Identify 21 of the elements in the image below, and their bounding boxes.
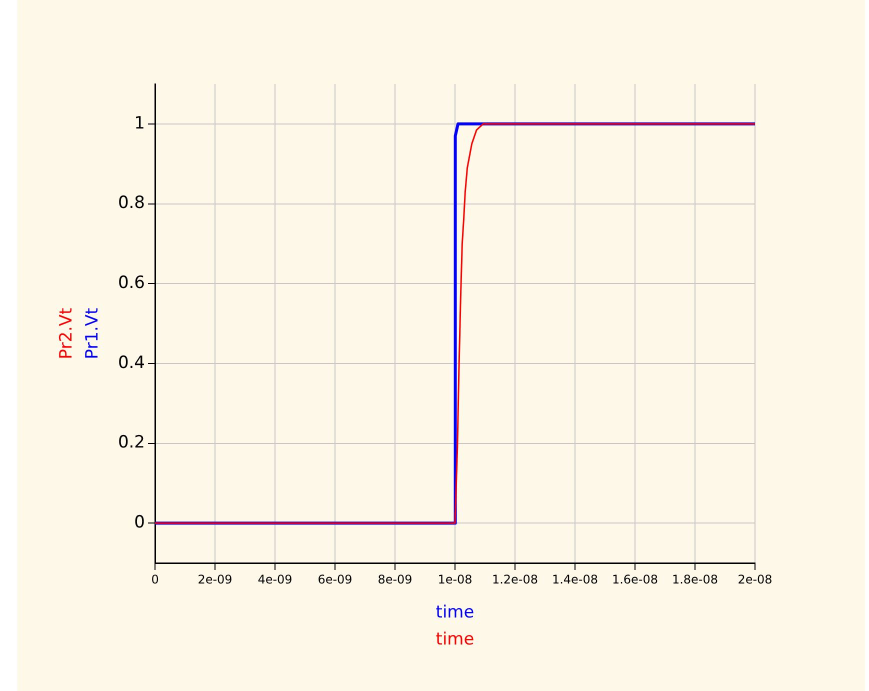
x-tick-label: 2e-09 <box>198 572 232 586</box>
x-tick-label: 8e-09 <box>378 572 412 586</box>
x-axis-title: time <box>436 602 474 622</box>
y-tick-label: 0.2 <box>118 432 145 453</box>
text: time <box>436 629 474 650</box>
x-tick-label: 1.8e-08 <box>672 572 718 586</box>
y-tick-label: 0.4 <box>118 352 145 373</box>
x-tick-label: 4e-09 <box>258 572 292 586</box>
y-tick-label: 0 <box>134 512 145 533</box>
x-tick-label: 0 <box>151 572 159 586</box>
x-tick-label: 1.2e-08 <box>492 572 538 586</box>
x-tick-label: 1.6e-08 <box>612 572 658 586</box>
x-tick-label: 1.4e-08 <box>552 572 598 586</box>
y-tick-label: 0.8 <box>118 193 145 214</box>
y-tick-label: 1 <box>134 113 145 134</box>
y-tick-label: 0.6 <box>118 273 145 294</box>
x-tick-label: 6e-09 <box>318 572 352 586</box>
text: Pr2.Vt <box>56 307 76 360</box>
x-tick-label: 2e-08 <box>738 572 772 586</box>
text: Pr1.Vt <box>82 307 102 360</box>
x-tick-label: 1e-08 <box>438 572 472 586</box>
